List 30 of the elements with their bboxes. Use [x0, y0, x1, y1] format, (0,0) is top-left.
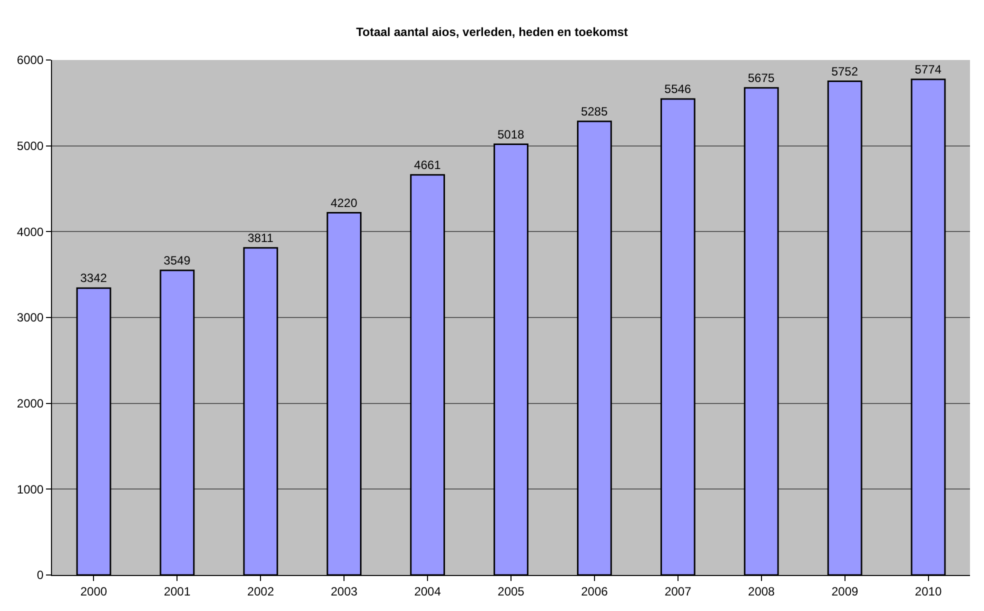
y-tick-label: 0: [36, 568, 44, 582]
data-label: 5675: [748, 70, 775, 85]
data-label: 4661: [414, 158, 442, 172]
x-tick-label: 2006: [581, 584, 608, 598]
x-tick-label: 2009: [831, 584, 858, 598]
x-tick-label: 2002: [247, 584, 274, 598]
x-tick-label: 2004: [414, 584, 442, 598]
x-tick-label: 2005: [498, 584, 525, 598]
data-label: 5752: [831, 64, 858, 78]
x-tick-label: 2007: [664, 584, 692, 598]
x-tick-label: 2003: [330, 584, 358, 598]
x-tick-label: 2008: [748, 584, 776, 598]
y-tick-label: 4000: [16, 224, 44, 239]
y-tick-label: 5000: [16, 139, 44, 154]
data-label: 5774: [914, 62, 942, 76]
x-tick-label: 2010: [914, 584, 942, 598]
data-label: 4220: [330, 196, 358, 210]
data-label: 3342: [80, 271, 108, 286]
data-label: 5285: [580, 104, 608, 118]
x-tick-label: 2001: [164, 584, 191, 598]
data-label: 3549: [164, 253, 191, 268]
chart-title: Totaal aantal aios, verleden, heden en toekomst: [356, 24, 628, 39]
x-tick-label: 2000: [80, 584, 108, 598]
data-label: 3811: [248, 230, 274, 245]
y-tick-label: 6000: [16, 53, 44, 68]
y-tick-label: 2000: [16, 396, 44, 411]
y-tick-label: 1000: [16, 482, 44, 496]
data-label: 5546: [664, 82, 692, 96]
y-tick-label: 3000: [16, 310, 44, 325]
data-label: 5018: [497, 127, 525, 142]
